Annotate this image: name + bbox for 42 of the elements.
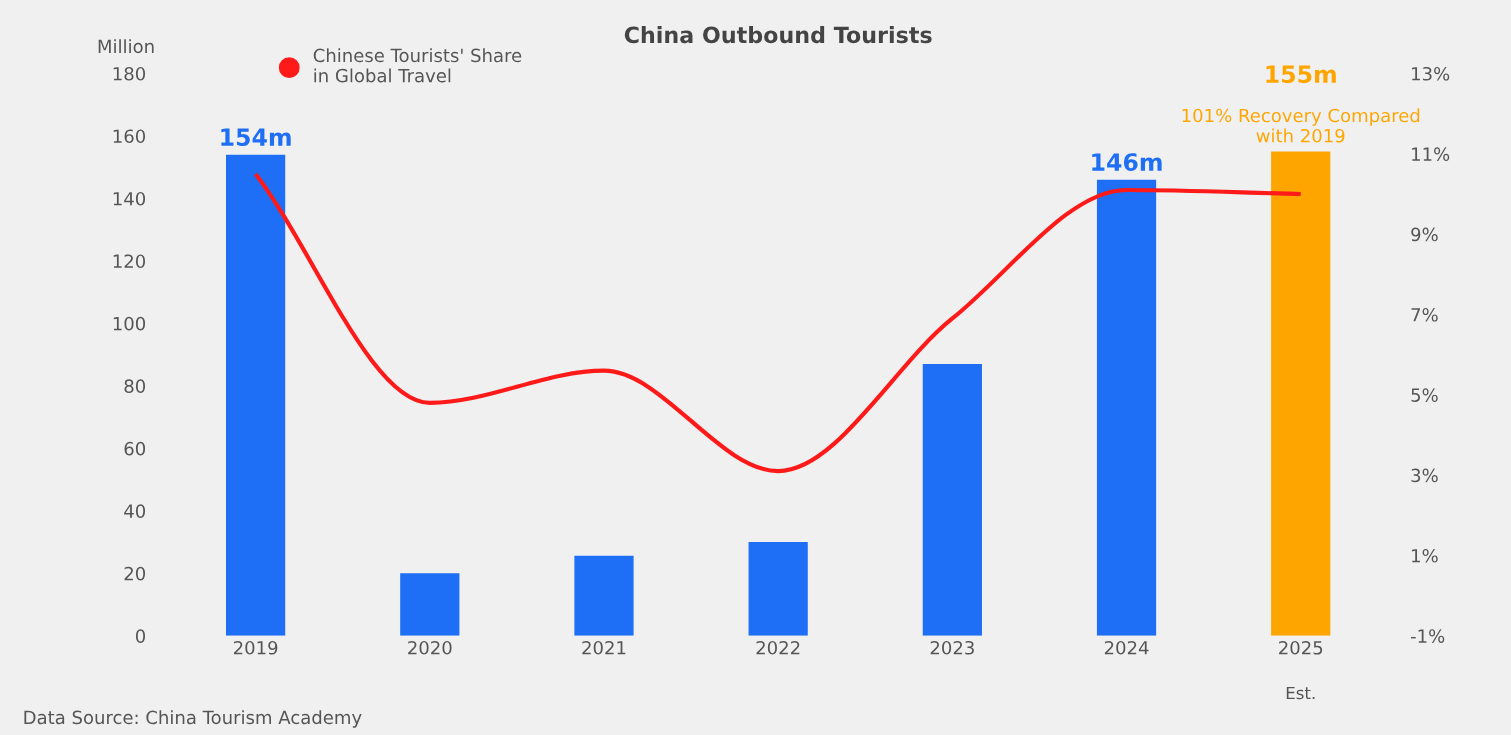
bar <box>1271 151 1331 636</box>
source-note: Data Source: China Tourism Academy <box>24 710 362 728</box>
bar <box>1096 179 1157 636</box>
bar <box>400 573 460 636</box>
y2-tick-label: 3% <box>1411 468 1438 483</box>
y-tick-label: 20 <box>124 566 146 581</box>
data-label: 154m <box>221 128 291 146</box>
y-tick-label: 0 <box>135 629 146 643</box>
x-tick-label: 2023 <box>930 640 974 655</box>
y-axis-title: Million <box>98 39 154 54</box>
legend-label: Chinese Tourists' Share in Global Travel <box>313 48 522 83</box>
y2-tick-label: 9% <box>1411 227 1438 242</box>
bar <box>226 154 286 636</box>
text: Est. <box>1286 686 1315 700</box>
x-tick-label: 2024 <box>1104 640 1149 655</box>
x-tick-label: 2021 <box>582 640 626 655</box>
bar <box>922 364 982 636</box>
y-tick-label: 160 <box>113 129 146 144</box>
chart-title: China Outbound Tourists <box>624 26 932 44</box>
bar <box>574 555 634 636</box>
y-tick-label: 60 <box>124 441 146 456</box>
y2-tick-label: 13% <box>1412 66 1450 81</box>
y2-tick-label: 11% <box>1412 147 1450 161</box>
line-series <box>253 171 1303 474</box>
bar <box>748 542 808 636</box>
y-tick-label: 140 <box>113 191 146 206</box>
y2-tick-label: 7% <box>1411 307 1438 322</box>
data-label: 146m <box>1092 153 1162 171</box>
y2-tick-label: 5% <box>1411 388 1438 402</box>
data-label: 155m <box>1266 65 1336 84</box>
y-tick-label: 40 <box>124 504 146 518</box>
x-tick-label: 2020 <box>408 640 452 655</box>
y2-tick-label: -1% <box>1410 629 1445 643</box>
x-tick-label: 2022 <box>756 640 800 655</box>
y-tick-label: 180 <box>113 66 146 81</box>
y2-tick-label: 1% <box>1412 548 1438 563</box>
y-tick-label: 80 <box>124 379 146 393</box>
x-tick-label: 2019 <box>233 640 278 655</box>
y-tick-label: 120 <box>113 254 146 269</box>
y-tick-label: 100 <box>113 316 146 331</box>
x-tick-label: 2025 <box>1279 640 1323 655</box>
annotation: 101% Recovery Compared with 2019 <box>1182 108 1420 143</box>
